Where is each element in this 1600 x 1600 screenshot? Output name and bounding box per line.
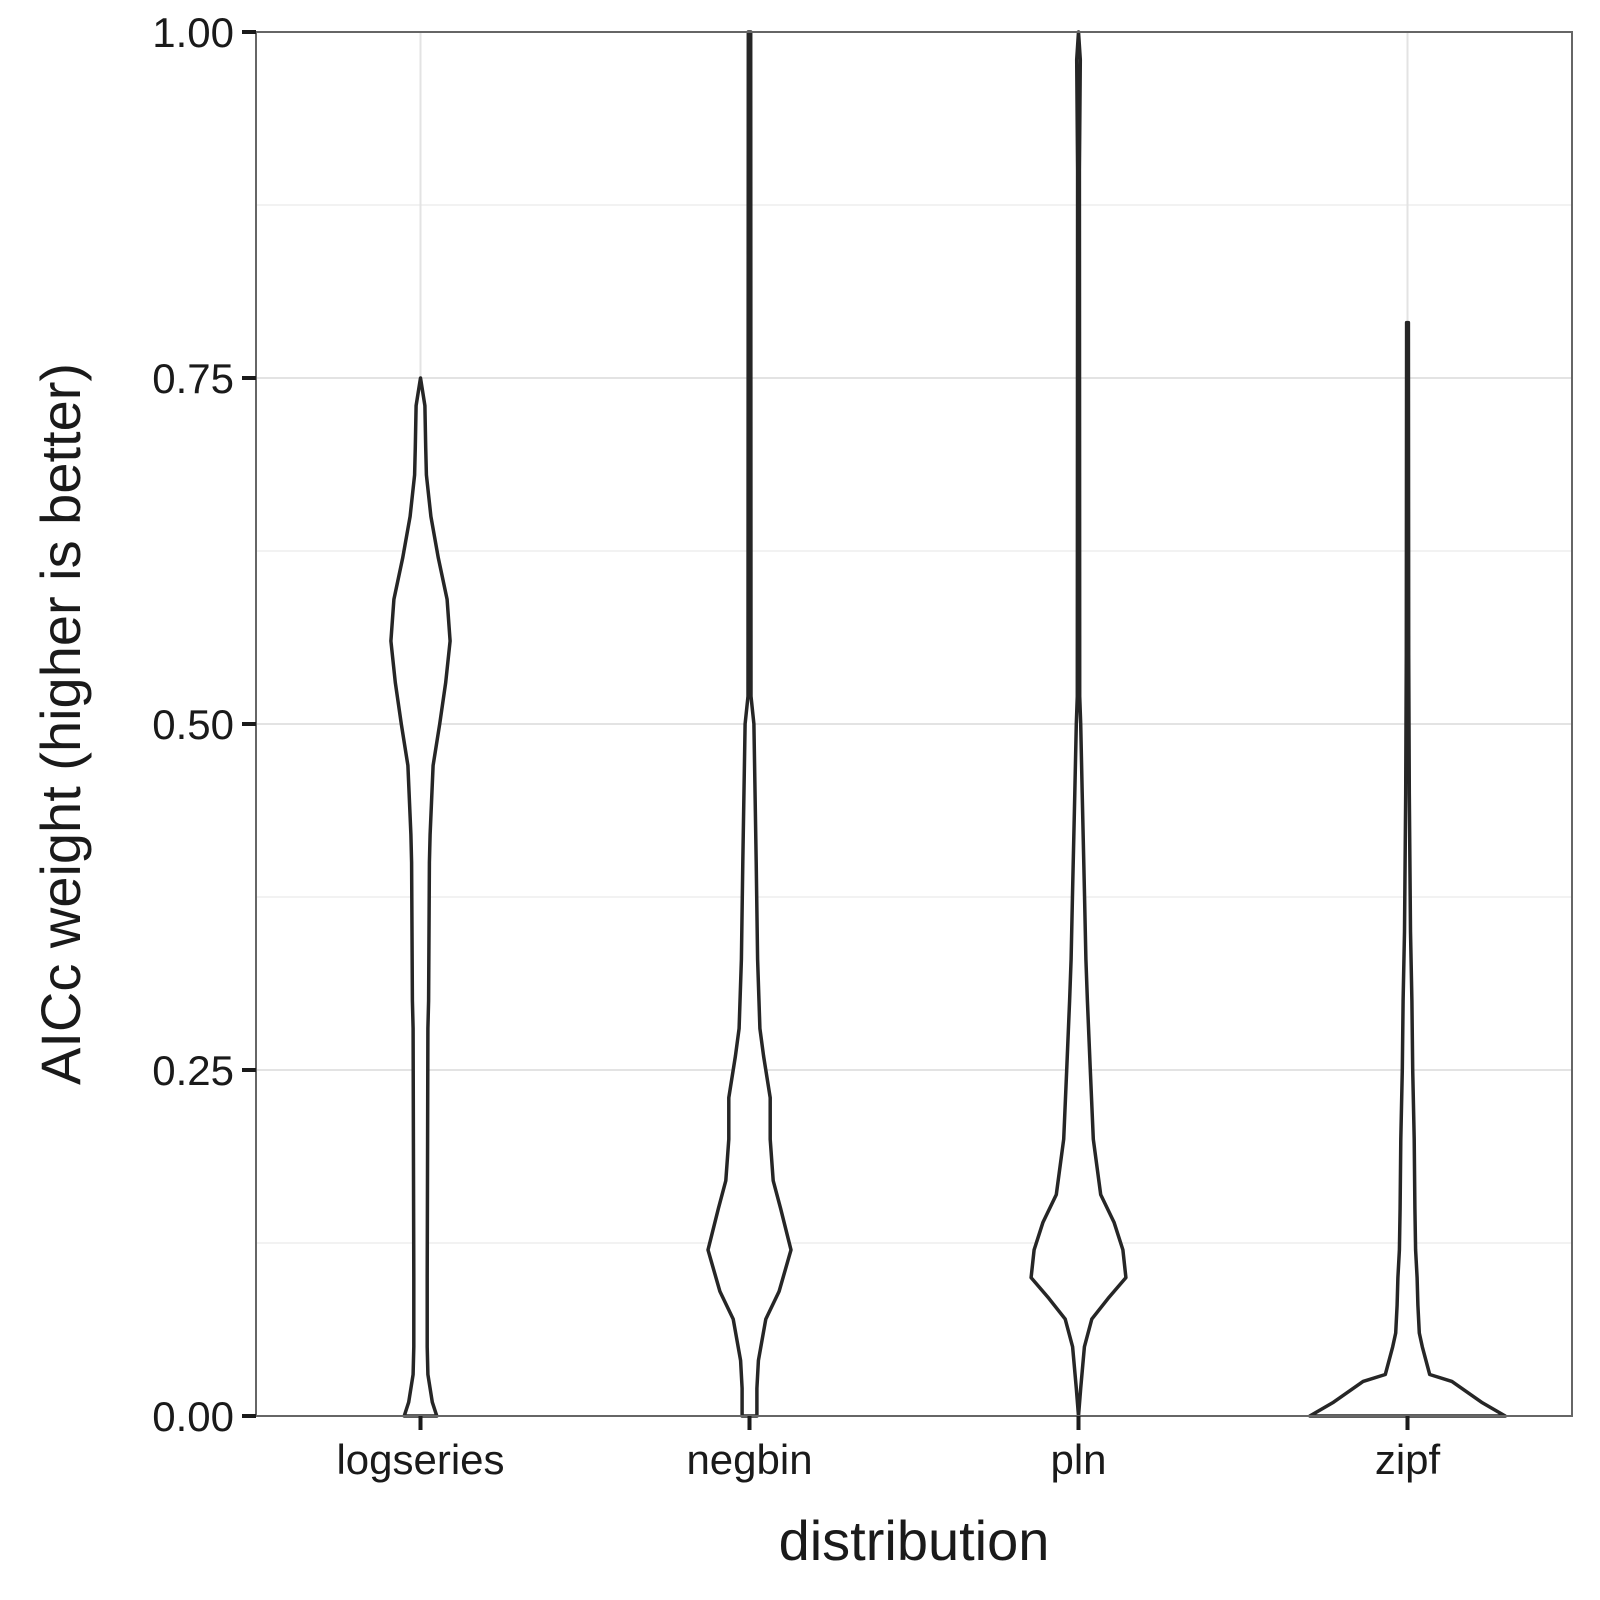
minor-gridlines	[256, 204, 1572, 1244]
y-axis-title: AICc weight (higher is better)	[29, 363, 92, 1085]
y-tick-label: 1.00	[152, 9, 234, 56]
y-axis: 0.00 0.25 0.50 0.75 1.00	[152, 9, 256, 1440]
x-tick-label-negbin: negbin	[686, 1436, 812, 1483]
violin-zipf	[1308, 320, 1507, 1418]
y-tick-label: 0.75	[152, 355, 234, 402]
x-tick-label-zipf: zipf	[1375, 1436, 1441, 1483]
x-axis-title: distribution	[779, 1509, 1050, 1572]
y-tick-label: 0.25	[152, 1047, 234, 1094]
x-tick-label-pln: pln	[1050, 1436, 1106, 1483]
violin-logseries	[389, 376, 452, 1418]
x-tick-label-logseries: logseries	[336, 1436, 504, 1483]
y-tick-label: 0.50	[152, 701, 234, 748]
x-axis: logseries negbin pln zipf	[336, 1416, 1441, 1483]
y-tick-label: 0.00	[152, 1393, 234, 1440]
